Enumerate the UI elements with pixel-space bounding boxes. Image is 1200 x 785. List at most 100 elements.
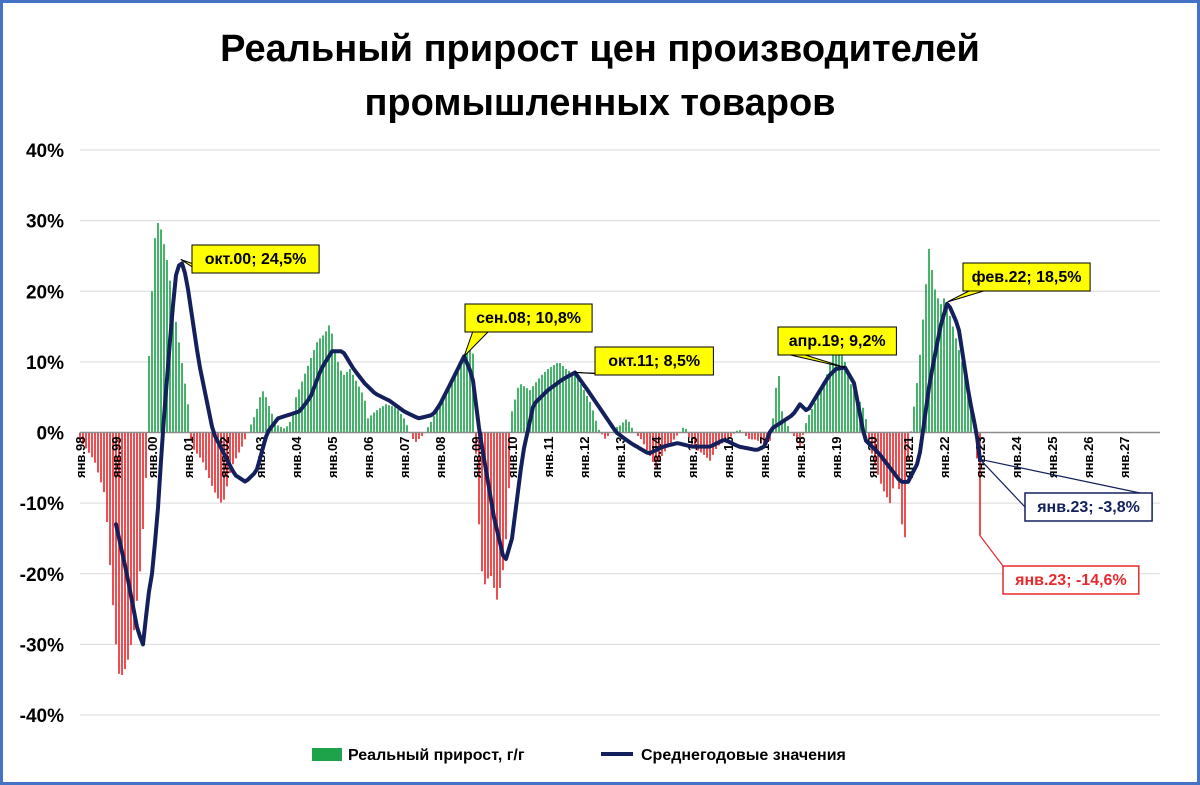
bar [442,398,444,433]
bar [850,384,852,433]
bar [88,432,90,453]
bar [595,420,597,433]
callout-leader [979,458,1026,508]
chart-title-line2: промышленных товаров [364,82,836,124]
bar [487,432,489,579]
bar [436,410,438,433]
bar [235,432,237,459]
bar [541,374,543,433]
bar [916,383,918,433]
bar [232,432,234,465]
chart-title: Реальный прирост цен производителей пром… [0,22,1200,130]
bar [202,432,204,463]
bar [397,409,399,433]
bar [190,432,192,440]
x-tick-label: янв.11 [541,437,556,478]
callout: сен.08; 10,8% [463,303,593,357]
bar [544,371,546,433]
callout-label: сен.08; 10,8% [476,310,581,327]
bar [940,304,942,433]
bar [211,432,213,486]
y-tick-label: -30% [20,635,64,656]
bar [496,432,498,600]
bar [133,432,135,631]
bar [523,386,525,433]
y-axis-ticks: 40% 30% 20% 10% 0% -10% -20% -30% -40% [20,141,64,727]
bar [631,427,633,433]
x-tick-label: янв.04 [289,436,304,478]
bar [352,374,354,433]
bar [577,378,579,433]
bar [568,370,570,433]
x-tick-label: янв.13 [613,437,628,479]
x-tick-label: янв.22 [937,437,952,479]
bar [427,427,429,433]
bar [904,432,906,538]
bar [199,432,201,458]
callout: апр.19; 9,2% [777,326,897,369]
callout-box [464,303,593,333]
x-tick-label: янв.08 [433,437,448,479]
x-tick-label: янв.19 [829,437,844,479]
bar [529,390,531,433]
bar [316,342,318,433]
bar [346,371,348,433]
bar [550,366,552,433]
bar [955,338,957,433]
callout-leader [979,535,1004,567]
y-tick-label: 10% [26,353,64,374]
bar [355,380,357,433]
x-tick-label: янв.98 [73,437,88,479]
bar [820,391,822,433]
bar [91,432,93,458]
bar [574,374,576,433]
bar [865,419,867,433]
bar [664,432,666,452]
bar [154,238,156,433]
bar [604,432,606,439]
x-tick-label: янв.18 [793,437,808,479]
bar [832,348,834,433]
callout-box [1024,492,1153,522]
bar [682,427,684,433]
bar [919,354,921,433]
bar [502,432,504,571]
bar [124,432,126,670]
bar [754,432,756,440]
bar [253,417,255,433]
bar [412,432,414,439]
bar [619,425,621,433]
callout: окт.11; 8,5% [574,346,714,376]
y-tick-label: -10% [20,494,64,515]
bar [196,432,198,454]
bar [229,432,231,474]
bar [205,432,207,471]
bar [508,432,510,489]
x-tick-label: янв.26 [1081,437,1096,479]
bar [778,376,780,433]
x-tick-label: янв.06 [361,437,376,479]
chart-title-line1: Реальный прирост цен производителей [220,28,980,70]
bar [757,432,759,441]
bar [928,248,930,433]
bar [649,432,651,457]
bar [739,430,741,433]
bar [745,432,747,437]
bar [652,432,654,462]
x-tick-label: янв.27 [1117,437,1132,479]
bar [571,372,573,433]
bar [970,407,972,433]
bar [958,350,960,433]
bar [268,406,270,433]
bar [736,430,738,433]
bar [685,428,687,433]
bar [406,425,408,433]
bar [901,432,903,525]
bar [178,342,180,433]
bar [130,432,132,645]
callout-label: янв.23; -3,8% [1036,499,1140,516]
callout-label: янв.23; -14,6% [1014,572,1127,589]
bar [643,432,645,445]
bar [454,374,456,433]
bar [946,307,948,433]
